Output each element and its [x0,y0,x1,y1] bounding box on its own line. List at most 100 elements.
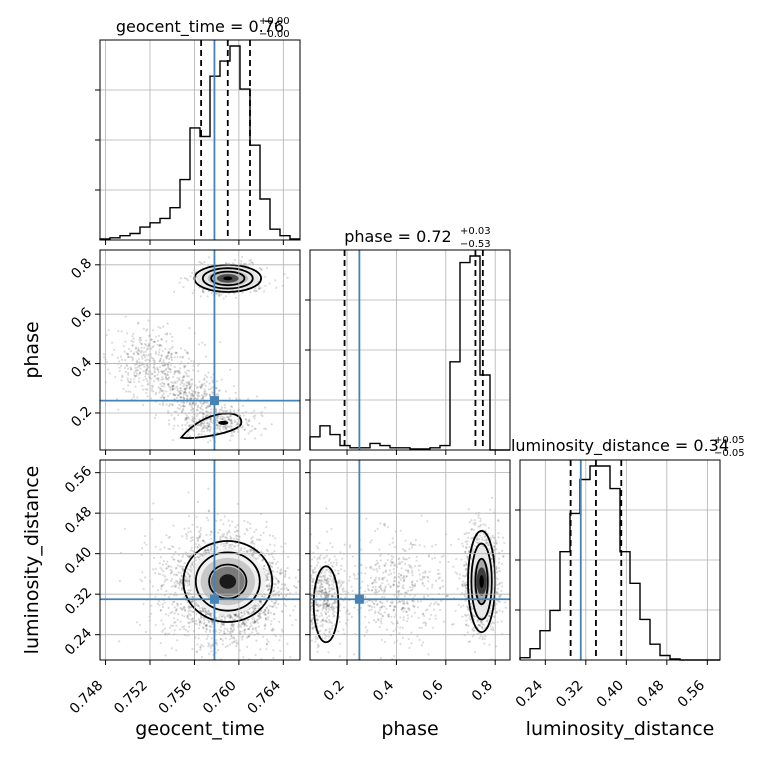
sample-point [205,427,208,430]
sample-point [187,606,190,609]
sample-point [185,351,188,354]
sample-point [322,629,324,631]
sample-point [102,353,106,356]
sample-point [243,547,246,550]
sample-point [433,556,436,560]
sample-point [165,567,168,570]
sample-point [208,612,211,615]
sample-point [321,625,324,628]
sample-point [146,364,149,368]
sample-point [407,617,410,620]
sample-point [159,608,162,612]
sample-point [315,614,318,618]
sample-point [158,345,161,348]
sample-point [483,642,486,645]
sample-point [145,377,148,381]
sample-point [324,620,327,623]
sample-point [170,354,173,357]
sample-point [324,561,327,564]
sample-point [215,519,218,522]
sample-point [201,383,204,386]
sample-point [189,549,192,552]
sample-point [413,583,417,586]
sample-point [190,562,193,565]
sample-point [165,567,168,570]
sample-point [163,397,166,400]
sample-point [304,589,306,591]
sample-point [150,338,153,341]
sample-point [236,423,239,426]
sample-point [263,564,266,567]
sample-point [408,609,411,612]
sample-point [270,628,273,631]
sample-point [225,261,228,264]
sample-point [185,397,189,401]
sample-point [402,556,405,559]
sample-point [477,623,480,627]
sample-point [423,621,426,624]
sample-point [268,604,271,607]
sample-point [216,415,219,418]
sample-point [138,365,141,368]
sample-point [183,625,186,628]
sample-point [350,585,353,588]
sample-point [408,556,411,560]
sample-point [170,610,173,614]
sample-point [150,357,153,360]
sample-point [190,384,193,387]
sample-point [260,610,263,613]
sample-point [167,385,170,388]
sample-point [208,630,212,633]
sample-point [229,637,232,641]
sample-point [215,415,218,418]
sample-point [199,295,202,298]
sample-point [243,438,247,441]
sample-point [133,374,136,377]
sample-point [146,383,149,386]
sample-point [136,353,140,356]
sample-point [216,417,219,420]
sample-point [202,395,205,398]
sample-point [223,515,226,518]
sample-point [178,393,181,396]
sample-point [188,435,191,438]
sample-point [96,359,98,361]
sample-point [209,614,212,617]
sample-point [232,628,236,631]
sample-point [171,603,174,606]
sample-point [467,624,470,627]
sample-point [175,351,178,354]
sample-point [191,536,194,539]
sample-point [167,606,170,610]
sample-point [219,537,222,540]
sample-point [158,387,161,390]
sample-point [432,626,435,629]
sample-point [191,407,194,411]
sample-point [179,628,182,631]
sample-point [197,370,200,373]
sample-point [270,561,273,565]
sample-point [183,390,186,393]
sample-point [187,357,190,360]
sample-point [252,554,255,557]
sample-point [284,604,287,608]
sample-point [206,422,209,425]
sample-point [172,558,175,561]
sample-point [209,613,212,616]
sample-point [265,576,269,579]
sample-point [127,379,130,382]
sample-point [185,417,188,420]
sample-point [90,381,92,383]
sample-point [198,607,201,610]
sample-point [171,388,174,391]
sample-point [272,656,275,660]
density-level [219,574,237,589]
sample-point [185,428,188,431]
sample-point [255,528,258,531]
sample-point [187,630,190,633]
sample-point [180,277,183,280]
sample-point [177,560,180,563]
sample-point [263,611,266,614]
sample-point [245,549,248,552]
sample-point [161,372,164,375]
